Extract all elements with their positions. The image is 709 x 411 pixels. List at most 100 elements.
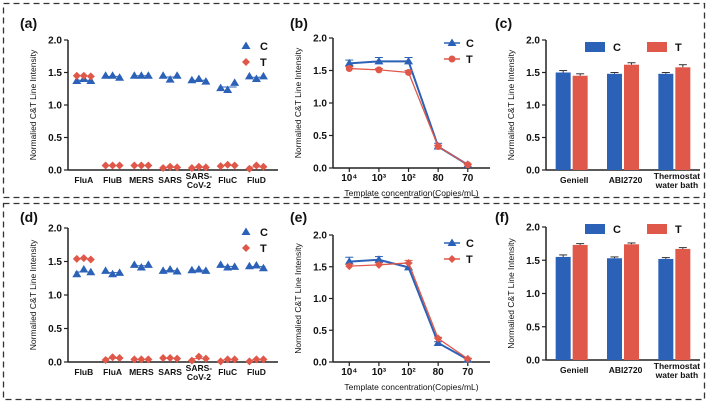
x-tick-label: 10³ — [372, 367, 387, 378]
y-tick-label: 0.0 — [48, 166, 62, 177]
x-tick-label: 10⁴ — [341, 367, 357, 378]
legend-marker-T — [242, 58, 250, 66]
legend-marker-T — [242, 244, 250, 252]
y-axis-label: Normalied C&T Line Intensity — [28, 239, 38, 350]
x-tick-label: MERS — [129, 367, 154, 377]
diamond-point — [245, 357, 254, 366]
diamond-point — [108, 161, 117, 170]
legend-marker-T — [448, 55, 456, 63]
diamond-point — [101, 161, 110, 170]
triangle-point — [244, 71, 254, 80]
triangle-point — [108, 71, 118, 79]
y-tick-label: 1.0 — [313, 99, 327, 110]
y-tick-label: 0.0 — [313, 164, 327, 175]
x-tick-label: FluC — [218, 175, 237, 185]
diamond-point — [108, 353, 117, 362]
diamond-point — [216, 357, 225, 366]
bar — [555, 256, 571, 360]
x-tick-label: water bath — [655, 180, 699, 190]
panel-label: (a) — [20, 15, 37, 31]
legend: CT — [444, 238, 474, 266]
x-tick-label: 10⁴ — [341, 173, 357, 184]
diamond-point — [86, 255, 95, 264]
diamond-point — [72, 71, 81, 80]
legend-label-C: C — [613, 42, 621, 54]
x-axis-label: Template concentration(Copies/mL) — [344, 188, 478, 198]
legend-label-T: T — [466, 54, 473, 66]
diamond-point — [245, 164, 254, 173]
x-tick-label: FluA — [74, 175, 93, 185]
bottom-row-frame — [2, 202, 706, 401]
diamond-point — [79, 254, 88, 263]
legend-label-T: T — [675, 224, 682, 236]
x-tick-label: GenieII — [560, 175, 588, 185]
diamond-point — [144, 355, 153, 364]
y-tick-label: 0.0 — [48, 358, 62, 369]
y-tick-label: 0.5 — [48, 324, 62, 335]
triangle-point — [143, 71, 153, 79]
triangle-point — [136, 263, 146, 271]
triangle-point — [115, 268, 125, 276]
x-tick-label: Thermostat — [654, 171, 700, 181]
diamond-point — [115, 161, 124, 170]
triangle-point — [115, 73, 125, 81]
triangle-point — [244, 261, 254, 270]
diamond-point — [173, 354, 182, 363]
x-tick-label: 10² — [401, 367, 416, 378]
x-tick-label: 80 — [433, 367, 445, 378]
panel-label: (b) — [290, 15, 308, 31]
diamond-point — [101, 355, 110, 364]
y-tick-label: 0.0 — [526, 166, 540, 177]
bar — [658, 258, 674, 360]
x-tick-label: MERS — [129, 175, 154, 185]
diamond-point — [230, 355, 239, 364]
diamond-point — [166, 162, 175, 171]
triangle-point — [143, 260, 153, 268]
diamond-point — [187, 356, 196, 365]
bar — [607, 258, 622, 360]
legend-label-T: T — [675, 42, 682, 54]
legend-marker-T — [448, 255, 456, 263]
bar — [607, 73, 622, 170]
bar — [572, 244, 588, 360]
legend-label-C: C — [260, 41, 268, 53]
y-tick-label: 2.0 — [526, 223, 540, 234]
legend-marker-C — [241, 227, 251, 235]
diamond-point — [72, 254, 81, 263]
y-tick-label: 2.0 — [313, 231, 327, 242]
triangle-point — [216, 83, 226, 92]
data-point — [434, 143, 442, 151]
data-point — [404, 56, 414, 65]
y-tick-label: 1.5 — [313, 262, 327, 273]
data-point — [344, 257, 354, 265]
top-row-frame — [2, 2, 706, 199]
bar — [624, 64, 639, 170]
panel-label: (f) — [495, 209, 509, 225]
y-axis-label: Normalied C&T Line Intensity — [506, 49, 516, 160]
diamond-point — [201, 163, 210, 172]
diamond-point — [259, 162, 268, 171]
x-axis-label: Template concentration(Copies/mL) — [344, 382, 478, 392]
triangle-point — [101, 71, 111, 79]
triangle-point — [201, 266, 211, 274]
triangle-point — [223, 85, 233, 94]
chart-panel-c: (c) 0.0 0.5 1.0 1.5 2.0 Normalied C&T Line Int… — [495, 15, 700, 190]
series-T — [72, 254, 268, 366]
panel-label: (d) — [20, 209, 38, 225]
series-C — [555, 70, 674, 170]
x-tick-label: FluD — [247, 367, 266, 377]
data-point — [374, 260, 383, 269]
x-tick-label: GenieII — [560, 365, 588, 375]
triangle-point — [158, 266, 168, 274]
triangle-point — [187, 265, 197, 274]
triangle-point — [72, 269, 82, 278]
x-tick-label: SARS- — [186, 171, 213, 181]
series-C — [72, 260, 268, 278]
legend-label-C: C — [466, 38, 474, 50]
y-tick-label: 0.5 — [526, 322, 540, 333]
data-point — [375, 66, 383, 74]
diamond-point — [173, 163, 182, 172]
bar — [572, 75, 588, 170]
